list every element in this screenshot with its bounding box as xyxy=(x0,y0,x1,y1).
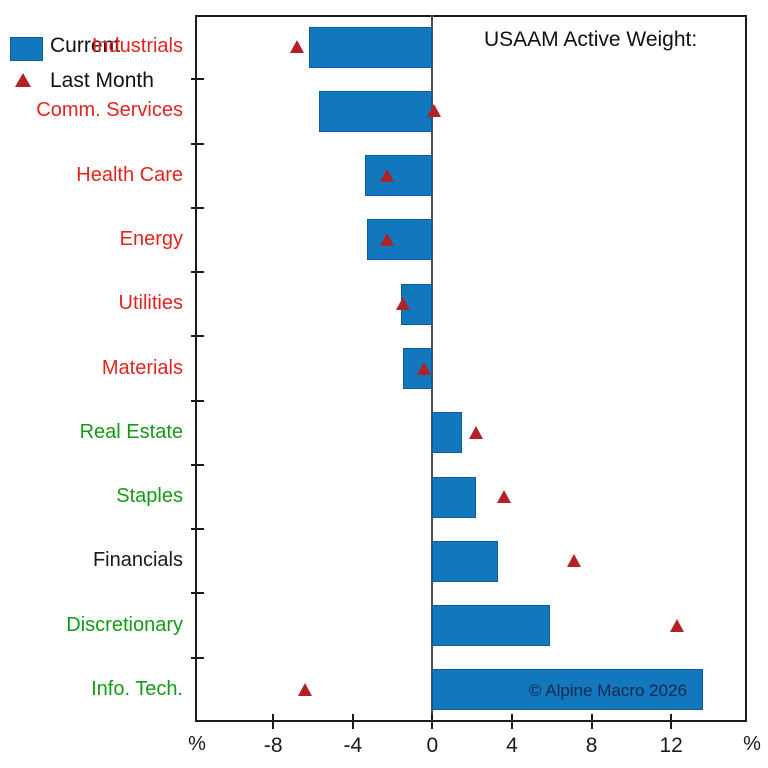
bar-current-health-care xyxy=(364,155,433,197)
category-label-materials: Materials xyxy=(101,356,183,379)
x-tick-0 xyxy=(431,714,434,729)
marker-last-month-discretionary xyxy=(670,618,685,632)
marker-last-month-comm-services xyxy=(427,104,442,118)
x-tick--4 xyxy=(351,714,354,729)
x-tick--8 xyxy=(272,714,275,729)
x-axis-unit-right: % xyxy=(743,733,761,755)
y-axis-tick xyxy=(191,528,204,531)
plot-area xyxy=(195,15,747,722)
marker-last-month-info-tech xyxy=(298,682,313,696)
category-label-discretionary: Discretionary xyxy=(66,613,183,636)
copyright-note: © Alpine Macro 2026 xyxy=(528,681,687,700)
x-tick-label-8: 8 xyxy=(585,734,598,757)
last-month-triangle-icon xyxy=(15,73,31,87)
bar-current-financials xyxy=(432,540,499,582)
marker-last-month-utilities xyxy=(395,297,410,311)
category-label-energy: Energy xyxy=(119,227,183,250)
category-label-info-tech: Info. Tech. xyxy=(91,677,183,700)
legend-title: USAAM Active Weight: xyxy=(484,28,698,51)
x-tick-label--4: -4 xyxy=(343,734,363,757)
category-label-health-care: Health Care xyxy=(76,163,183,186)
x-axis-unit-left: % xyxy=(188,733,206,755)
x-tick-label-12: 12 xyxy=(659,734,683,757)
marker-last-month-materials xyxy=(417,361,432,375)
x-tick-4 xyxy=(510,714,513,729)
category-label-financials: Financials xyxy=(92,549,183,572)
current-bar-swatch-icon xyxy=(10,37,43,61)
y-axis-tick xyxy=(191,399,204,402)
y-axis-tick xyxy=(191,271,204,274)
x-tick-label-0: 0 xyxy=(426,734,439,757)
x-tick-label--8: -8 xyxy=(263,734,283,757)
category-label-comm-services: Comm. Services xyxy=(36,99,183,122)
x-tick-label-4: 4 xyxy=(506,734,518,757)
marker-last-month-financials xyxy=(566,554,581,568)
category-label-real-estate: Real Estate xyxy=(79,420,183,443)
legend-item-last-month: Last Month xyxy=(50,69,154,92)
y-axis-tick xyxy=(191,463,204,466)
legend-item-current: Current xyxy=(50,34,121,57)
marker-last-month-industrials xyxy=(290,40,305,54)
y-axis-tick xyxy=(191,656,204,659)
x-tick-12 xyxy=(670,714,673,729)
legend: USAAM Active Weight: xyxy=(484,28,697,52)
y-axis-tick xyxy=(191,592,204,595)
x-tick-8 xyxy=(590,714,593,729)
y-axis-tick xyxy=(191,78,204,81)
bar-current-energy xyxy=(366,219,433,261)
category-label-industrials: Industrials xyxy=(91,35,183,58)
category-label-staples: Staples xyxy=(116,485,183,508)
y-axis-tick xyxy=(191,142,204,145)
bar-current-comm-services xyxy=(318,90,433,132)
y-axis-tick xyxy=(191,335,204,338)
marker-last-month-health-care xyxy=(379,168,394,182)
marker-last-month-staples xyxy=(497,490,512,504)
bar-current-industrials xyxy=(309,26,433,68)
marker-last-month-real-estate xyxy=(469,425,484,439)
y-axis-tick xyxy=(191,206,204,209)
category-label-utilities: Utilities xyxy=(118,292,183,315)
zero-axis-line xyxy=(431,15,434,722)
bar-current-discretionary xyxy=(432,605,550,647)
bar-current-info-tech xyxy=(432,669,704,711)
marker-last-month-energy xyxy=(379,232,394,246)
bar-current-real-estate xyxy=(432,412,463,454)
bar-current-staples xyxy=(432,476,477,518)
